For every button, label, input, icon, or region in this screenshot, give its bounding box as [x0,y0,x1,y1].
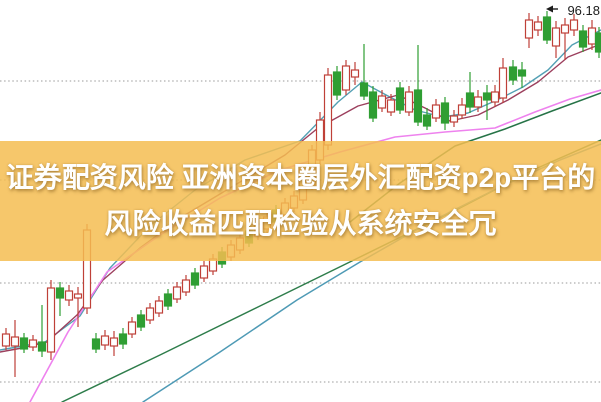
headline-banner: 证券配资风险 亚洲资本圈层外汇配资p2p平台的 风险收益匹配检验从系统安全冗 [0,141,601,261]
headline-line-2: 风险收益匹配检验从系统安全冗 [104,208,497,239]
price-annotation: 96.18 [567,3,600,18]
headline-line-1: 证券配资风险 亚洲资本圈层外汇配资p2p平台的 [5,162,596,193]
ma-short-teal [0,29,601,351]
